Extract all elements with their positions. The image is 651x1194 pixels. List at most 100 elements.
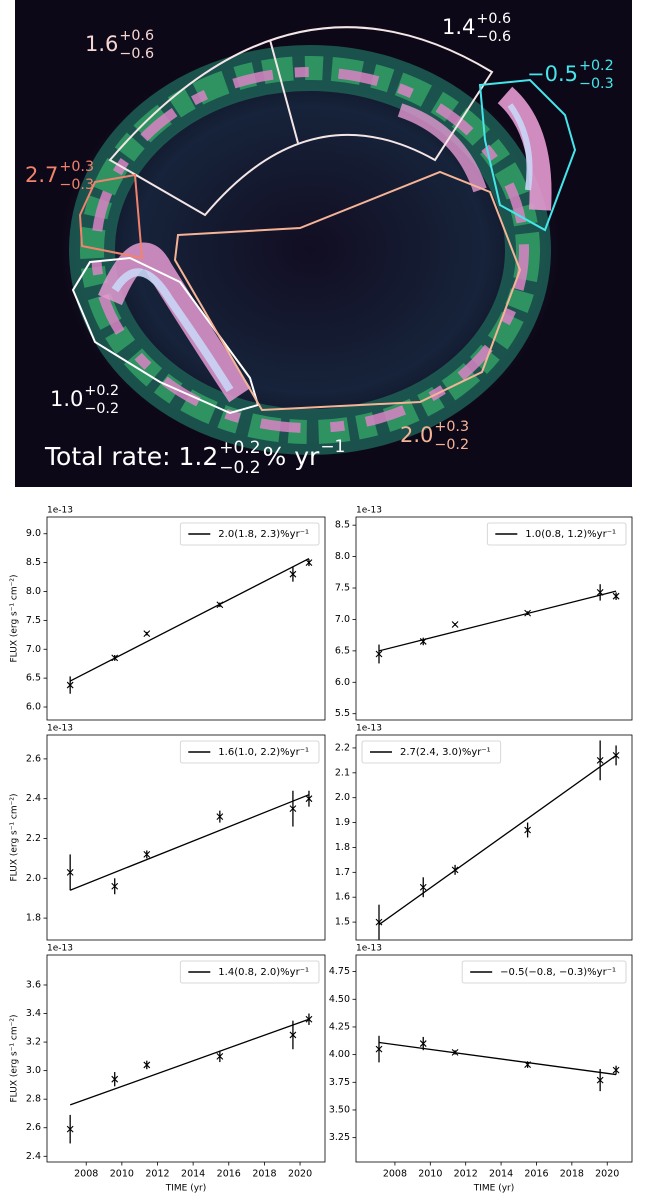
y-tick-label: 2.0: [26, 873, 41, 884]
y-tick-label: 3.50: [329, 1104, 350, 1115]
region-outline: [478, 78, 577, 232]
rate-value: 1.4: [442, 15, 475, 39]
offset-label: 1e-13: [356, 724, 382, 734]
y-tick-label: 1.7: [335, 867, 350, 878]
y-tick-label: 4.00: [329, 1049, 350, 1060]
data-point: [143, 630, 151, 638]
data-point: [216, 813, 224, 820]
y-tick-label: 4.50: [329, 994, 350, 1005]
x-tick-label: 2018: [252, 1169, 276, 1180]
rate-lower-error: −0.6: [476, 29, 511, 45]
legend-frame: [179, 522, 320, 546]
x-tick-label: 2012: [145, 1169, 169, 1180]
y-tick-label: 6.0: [26, 702, 41, 713]
y-tick-label: 2.2: [335, 742, 350, 753]
y-tick-label: 1.8: [335, 842, 350, 853]
axes-frame: [46, 516, 326, 721]
legend-label: 1.6(1.0, 2.2)%yr⁻¹: [218, 747, 309, 758]
rate-lower-error: −0.2: [434, 437, 469, 453]
data-point: [143, 1061, 151, 1069]
total-rate: Total rate: 1.2: [44, 442, 218, 471]
fit-line: [69, 794, 310, 891]
data-point: [66, 681, 74, 689]
rate-upper-error: +0.3: [434, 419, 469, 435]
data-point: [305, 559, 313, 567]
region-outline: [173, 170, 522, 412]
data-point: [419, 1040, 427, 1047]
y-tick-label: 7.0: [335, 614, 350, 625]
offset-label: 1e-13: [47, 724, 73, 734]
offset-label: 1e-13: [356, 944, 382, 954]
y-tick-label: 2.6: [26, 753, 41, 764]
legend: 1.4(0.8, 2.0)%yr⁻¹: [179, 960, 320, 984]
fit-line: [69, 558, 310, 682]
total-unit: % yr: [263, 442, 320, 471]
legend-frame: [461, 960, 627, 984]
x-axis-label: TIME (yr): [165, 1184, 207, 1194]
data-point: [289, 1031, 297, 1039]
legend: −0.5(−0.8, −0.3)%yr⁻¹: [461, 960, 627, 984]
bright-filament: [397, 103, 487, 193]
legend-label: 2.0(1.8, 2.3)%yr⁻¹: [218, 529, 309, 540]
panel: 1e-13 1.5 1.6 1.7 1.8 1.9 2.0 2.1 2.2 2.7(2.4, 3.…: [335, 724, 633, 941]
data-point: [216, 1052, 224, 1060]
rate-lower-error: −0.2: [84, 401, 119, 417]
panel: 1e-13 6.0 6.5 7.0 7.5 8.0 8.5 9.0 FLUX (erg s⁻¹ …: [10, 506, 326, 721]
bright-filament: [98, 242, 251, 403]
panel: 1e-13 3.25 3.50 3.75 4.00 4.25 4.50 4.75 2008 201…: [329, 944, 633, 1194]
x-axis-label: TIME (yr): [473, 1184, 515, 1194]
legend-frame: [361, 740, 502, 764]
legend-label: 2.7(2.4, 3.0)%yr⁻¹: [400, 747, 491, 758]
y-tick-label: 4.75: [329, 966, 350, 977]
data-point: [612, 1066, 620, 1074]
legend-label: −0.5(−0.8, −0.3)%yr⁻¹: [500, 967, 616, 978]
y-tick-label: 5.5: [335, 708, 350, 719]
bright-filament: [111, 268, 234, 393]
y-axis-label: FLUX (erg s⁻¹ cm⁻²): [10, 574, 20, 662]
y-tick-label: 8.5: [26, 557, 41, 568]
x-tick-label: 2014: [181, 1169, 205, 1180]
y-tick-label: 6.5: [26, 673, 41, 684]
data-point: [66, 868, 74, 876]
shell: [91, 67, 529, 433]
legend: 2.7(2.4, 3.0)%yr⁻¹: [361, 740, 502, 764]
rate-value: −0.5: [527, 62, 578, 86]
y-axis-label: FLUX (erg s⁻¹ cm⁻²): [10, 1014, 20, 1102]
fit-line: [378, 754, 617, 926]
panel: 1e-13 2.4 2.6 2.8 3.0 3.2 3.4 3.6 2008 2010 2012 20…: [10, 944, 326, 1194]
y-tick-label: 7.5: [335, 583, 350, 594]
x-tick-label: 2008: [383, 1169, 407, 1180]
y-tick-label: 2.2: [26, 833, 41, 844]
panel: 1e-13 5.5 6.0 6.5 7.0 7.5 8.0 8.5 1.0(0.8, 1.2)%…: [335, 506, 633, 721]
y-tick-label: 3.2: [26, 1037, 41, 1048]
data-point: [596, 756, 604, 764]
y-tick-label: 3.25: [329, 1132, 350, 1143]
y-tick-label: 1.9: [335, 817, 350, 828]
legend: 1.0(0.8, 1.2)%yr⁻¹: [486, 522, 627, 546]
axes-frame: [355, 516, 633, 721]
x-tick-label: 2016: [524, 1169, 548, 1180]
data-point: [143, 851, 151, 858]
axes-frame: [46, 954, 326, 1163]
total-lower-error: −0.2: [219, 458, 260, 478]
region-outline: [78, 173, 144, 260]
rate-upper-error: +0.3: [59, 159, 94, 175]
y-tick-label: 1.6: [335, 892, 350, 903]
y-tick-label: 6.5: [335, 645, 350, 656]
total-upper-error: +0.2: [219, 438, 260, 458]
data-point: [451, 621, 459, 628]
sky-image: [15, 0, 632, 487]
region-outline: [108, 26, 494, 217]
legend-label: 1.0(0.8, 1.2)%yr⁻¹: [525, 529, 616, 540]
data-point: [375, 1045, 383, 1053]
total-unit-exponent: −1: [320, 437, 345, 457]
x-tick-label: 2010: [110, 1169, 134, 1180]
x-tick-label: 2020: [595, 1169, 619, 1180]
y-tick-label: 2.1: [335, 767, 350, 778]
legend-label: 1.4(0.8, 2.0)%yr⁻¹: [218, 967, 309, 978]
data-point: [524, 826, 532, 834]
legend-frame: [486, 522, 627, 546]
y-tick-label: 3.4: [26, 1008, 41, 1019]
data-point: [305, 1015, 313, 1023]
